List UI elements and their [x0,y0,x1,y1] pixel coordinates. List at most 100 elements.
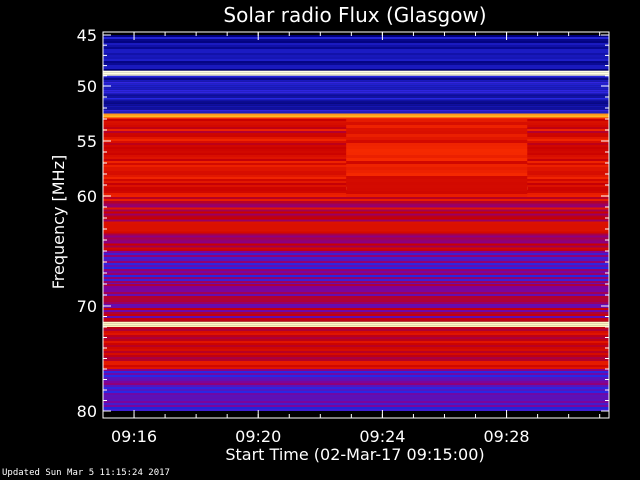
spectrum-band [103,77,609,80]
x-tick-label: 09:28 [484,427,530,446]
emission-patch [346,152,528,155]
spectrum-band [103,75,609,78]
spectrum-band [103,99,609,102]
spectrum-band [103,369,609,371]
spectrum-band [103,347,609,349]
spectrum-band [103,371,609,373]
spectrum-band [103,109,609,112]
spectrum-band [103,89,609,92]
spectrum-band [103,111,609,114]
spectrum-band [103,359,609,361]
spectrum-band [103,255,609,257]
spectrum-band [103,373,609,375]
spectrum-band [103,288,609,290]
spectrum-band [103,233,609,236]
spectrum-band [103,223,609,226]
spectrum-band [103,306,609,308]
spectrum-band [103,296,609,298]
spectrum-band [103,207,609,210]
spectrum-band [103,85,609,88]
spectrum-band [103,318,609,320]
spectrum-band [103,117,609,119]
spectrum-band [103,57,609,59]
spectrum-band [103,277,609,279]
spectrum-band [103,292,609,294]
spectrum-band [103,357,609,359]
spectrum-band [103,290,609,292]
spectrum-band [103,257,609,259]
spectrum-band [103,225,609,228]
chart-title: Solar radio Flux (Glasgow) [223,3,486,27]
spectrum-band [103,105,609,108]
emission-patch [346,158,528,161]
spectrum-band [103,321,609,324]
spectrum-band [103,355,609,357]
spectrum-band [103,300,609,302]
spectrum-band [103,101,609,104]
spectrum-band [103,63,609,65]
spectrum-band [103,331,609,333]
spectrum-band [103,261,609,263]
spectrum-band [103,286,609,288]
spectrum-band [103,249,609,251]
spectrum-band [103,329,609,331]
spectrum-band [103,269,609,271]
spectrum-band [103,294,609,296]
spectrum-band [103,197,609,199]
spectrum-band [103,215,609,218]
updated-timestamp: Updated Sun Mar 5 11:15:24 2017 [2,468,170,478]
emission-patch [346,161,528,164]
spectrum-band [103,365,609,367]
emission-patch [346,134,528,137]
spectrum-band [103,107,609,110]
y-tick-label: 55 [77,132,97,151]
spectrum-band [103,55,609,57]
spectrum-band [103,302,609,304]
spectrum-band [103,333,609,335]
spectrum-band [103,69,609,71]
emission-patch [346,125,528,128]
spectrum-band [103,245,609,248]
spectrum-band [103,351,609,353]
spectrum-band [103,221,609,224]
spectrum-band [103,235,609,238]
spectrum-band [103,401,609,403]
spectrum-band [103,345,609,347]
spectrum-band [103,399,609,401]
spectrum-band [103,265,609,267]
spectrum-band [103,95,609,98]
spectrum-band [103,239,609,242]
spectrum-band [103,49,609,51]
emission-patch [346,122,528,125]
spectrum-band [103,298,609,300]
spectrum-band [103,72,609,75]
spectrum-band [103,115,609,118]
spectrum-band [103,37,609,39]
spectrum-band [103,247,609,250]
spectrum-band [103,397,609,399]
spectrum-band [103,267,609,269]
spectrum-band [103,65,609,67]
emission-patch [346,149,528,152]
spectrum-band [103,312,609,314]
spectrum-band [103,241,609,244]
spectrum-band [103,67,609,69]
emission-patch [346,167,528,170]
spectrum-band [103,70,609,73]
spectrum-band [103,273,609,275]
spectrum-band [103,227,609,230]
spectrum-band [103,323,609,326]
spectrum-band [103,43,609,45]
spectrum-band [103,237,609,240]
emission-patch [346,131,528,134]
emission-patch [346,137,528,140]
spectrum-band [103,327,609,329]
emission-patch [346,140,528,143]
spectrum-band [103,81,609,84]
plot-area [103,32,609,418]
emission-patch [346,194,528,197]
spectrum-band [103,379,609,381]
spectrum-band [103,74,609,76]
emission-patch [346,188,528,191]
